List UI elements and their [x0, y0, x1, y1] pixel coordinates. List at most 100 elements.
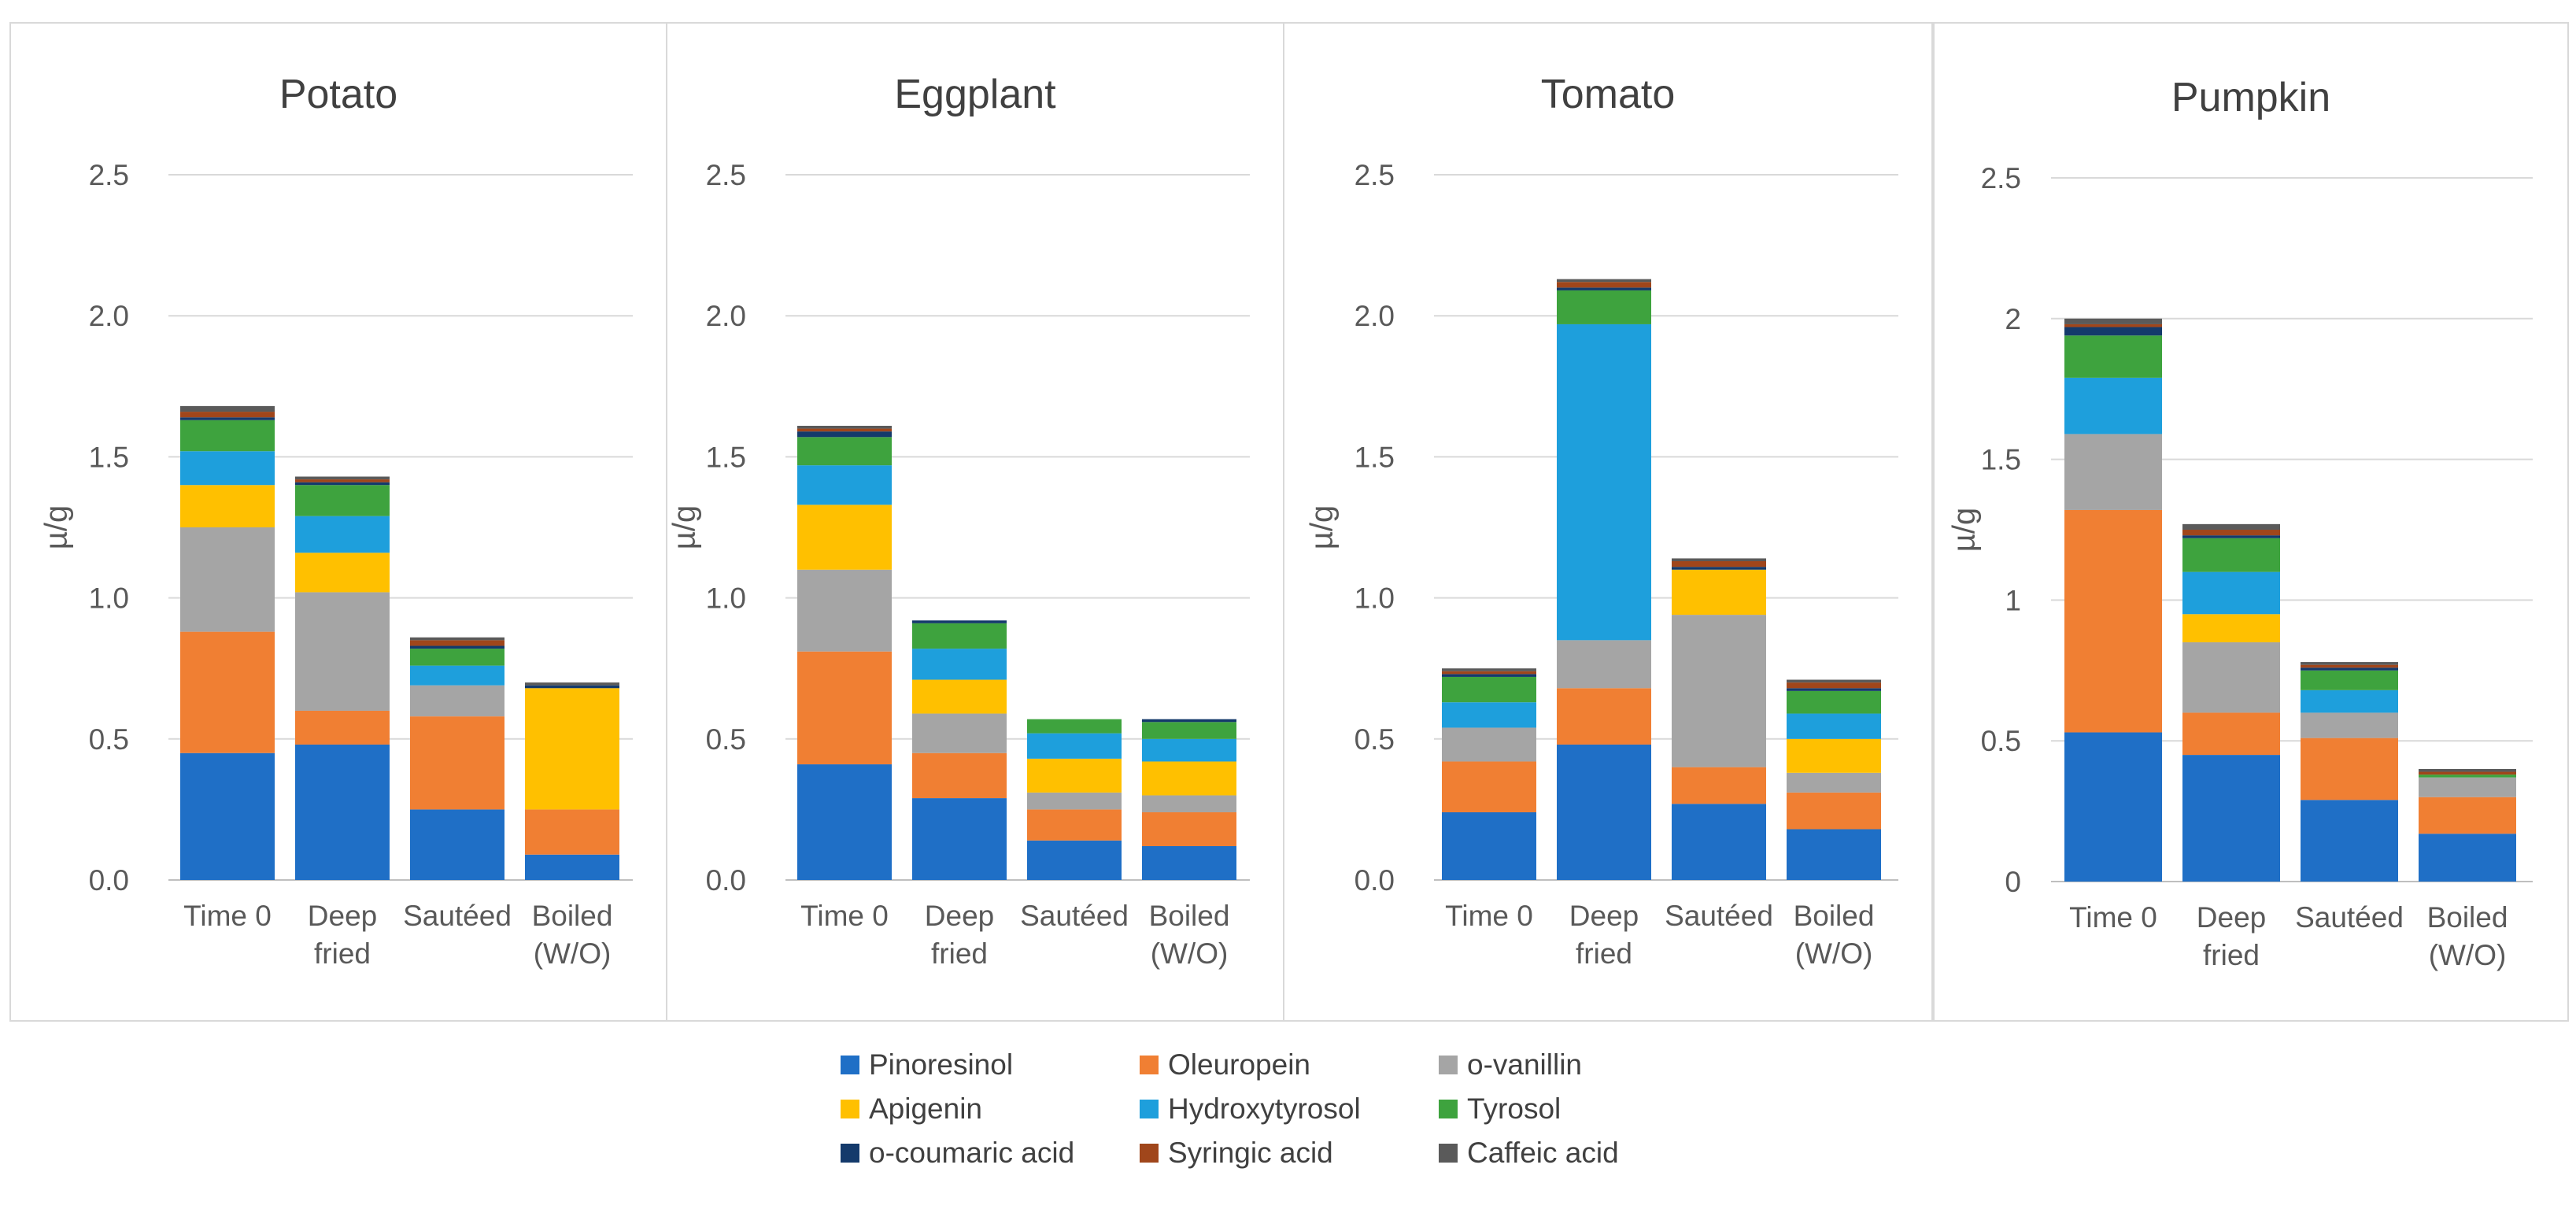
- x-tick-label: Sautéed: [1665, 900, 1773, 932]
- bar-segment-syringic-acid: [1672, 561, 1766, 568]
- x-tick-label: Time 0: [2069, 901, 2157, 934]
- bar-segment-caffeic-acid: [2064, 318, 2162, 324]
- y-tick-label: 0.5: [706, 723, 746, 756]
- bar-segment-o-vanillin: [1027, 792, 1122, 810]
- legend-swatch: [841, 1056, 859, 1074]
- y-tick-label: 1.5: [89, 441, 129, 473]
- bar-segment-syringic-acid: [2419, 771, 2516, 775]
- bar-segment-oleuropein: [1442, 761, 1536, 812]
- bar-segment-apigenin: [295, 553, 390, 593]
- legend-label: Hydroxytyrosol: [1168, 1093, 1361, 1125]
- panel-pumpkin: Pumpkin 0 0.5 1 1.5 2 2.5 µ/g Time 0 Deep fried Sa…: [1933, 22, 2569, 1022]
- bar-segment-tyrosol: [1027, 719, 1122, 734]
- bar-segment-oleuropein: [2182, 712, 2280, 756]
- bar-segment-tyrosol: [797, 437, 892, 466]
- bar-segment-tyrosol: [1557, 290, 1651, 324]
- bar-segment-syringic-acid: [1557, 282, 1651, 288]
- legend-swatch: [1140, 1144, 1159, 1163]
- y-tick-label: 1.5: [706, 441, 746, 473]
- x-tick-label: Boiled: [1149, 900, 1230, 932]
- bar-segment-caffeic-acid: [1787, 679, 1881, 683]
- bar-segment-o-coumaric-acid: [1142, 719, 1236, 723]
- bar-segment-pinoresinol: [410, 809, 504, 880]
- bar-segment-pinoresinol: [525, 854, 619, 880]
- bar-segment-pinoresinol: [1442, 812, 1536, 880]
- bar-segment-pinoresinol: [1557, 744, 1651, 880]
- bar-segment-o-coumaric-acid: [525, 685, 619, 689]
- bar-segment-apigenin: [1787, 738, 1881, 773]
- y-tick-label: 0: [2005, 866, 2021, 898]
- bar-segment-hydroxytyrosol: [2301, 690, 2398, 713]
- x-tick-label: Deep: [1569, 900, 1639, 932]
- y-tick-label: 1.0: [706, 582, 746, 615]
- x-tick-label: Time 0: [1445, 900, 1533, 932]
- bar-segment-tyrosol: [295, 485, 390, 516]
- x-tick-label: fried: [1576, 937, 1632, 970]
- bar-segment-o-vanillin: [1672, 615, 1766, 767]
- y-tick-label: 0.0: [89, 864, 129, 897]
- legend-label: Pinoresinol: [869, 1048, 1014, 1081]
- x-tick-label: Sautéed: [2295, 901, 2404, 934]
- y-tick-label: 2.5: [89, 159, 129, 191]
- bar-segment-apigenin: [797, 505, 892, 570]
- bar-segment-apigenin: [180, 485, 275, 527]
- bar-segment-tyrosol: [2419, 775, 2516, 778]
- y-tick-label: 2.5: [1981, 162, 2021, 194]
- bar-segment-o-vanillin: [912, 713, 1007, 753]
- legend-item: Pinoresinol: [841, 1045, 1013, 1085]
- bar-segment-hydroxytyrosol: [180, 451, 275, 486]
- bar-segment-o-coumaric-acid: [295, 482, 390, 486]
- x-tick-label: Boiled: [1794, 900, 1875, 932]
- bar-segment-tyrosol: [180, 420, 275, 452]
- bar-segment-pinoresinol: [797, 764, 892, 880]
- bar-segment-hydroxytyrosol: [2064, 377, 2162, 434]
- x-tick-label: Deep: [925, 900, 994, 932]
- bar-segment-caffeic-acid: [1557, 279, 1651, 283]
- bar-segment-caffeic-acid: [180, 405, 275, 412]
- legend-swatch: [1140, 1100, 1159, 1118]
- bar-segment-o-vanillin: [295, 592, 390, 711]
- bar-segment-apigenin: [1142, 761, 1236, 796]
- y-axis-label: µ/g: [39, 505, 74, 549]
- bar-segment-caffeic-acid: [2301, 662, 2398, 665]
- bar-segment-tyrosol: [2064, 335, 2162, 378]
- panel-tomato: Tomato 0.0 0.5 1.0 1.5 2.0 2.5 µ/g Time 0 Deep fr…: [1283, 22, 1933, 1022]
- bar-segment-caffeic-acid: [410, 637, 504, 641]
- x-tick-label: Sautéed: [1020, 900, 1129, 932]
- bar-segment-syringic-acid: [797, 428, 892, 432]
- legend-label: Tyrosol: [1467, 1093, 1561, 1125]
- bar-segment-apigenin: [2182, 614, 2280, 643]
- bar-segment-o-coumaric-acid: [2064, 327, 2162, 336]
- bar-segment-oleuropein: [1142, 812, 1236, 846]
- chart-plot-area: 0.0 0.5 1.0 1.5 2.0 2.5 µ/g Time 0 Deep fried Saut…: [1305, 159, 1898, 970]
- bar-segment-hydroxytyrosol: [1442, 702, 1536, 728]
- bar-segment-o-vanillin: [1442, 727, 1536, 762]
- bar-segment-syringic-acid: [295, 479, 390, 482]
- bar-segment-tyrosol: [2301, 670, 2398, 690]
- chart-title: Potato: [279, 72, 398, 117]
- bar-segment-o-vanillin: [410, 685, 504, 717]
- bar-segment-o-coumaric-acid: [2182, 535, 2280, 538]
- bar-segment-tyrosol: [1142, 722, 1236, 739]
- legend-item: Apigenin: [841, 1089, 982, 1129]
- x-tick-label: Deep: [308, 900, 377, 932]
- bar-segment-oleuropein: [1787, 792, 1881, 830]
- y-tick-label: 0.5: [89, 723, 129, 756]
- bar-segment-hydroxytyrosol: [797, 465, 892, 505]
- y-tick-label: 2.5: [1355, 159, 1395, 191]
- legend-item: o-vanillin: [1439, 1045, 1582, 1085]
- bar-segment-tyrosol: [1442, 676, 1536, 703]
- bar-segment-caffeic-acid: [2182, 523, 2280, 530]
- y-axis-label: µ/g: [1947, 508, 1982, 552]
- bar-segment-o-coumaric-acid: [1557, 287, 1651, 290]
- bar-segment-oleuropein: [797, 651, 892, 765]
- bar-segment-o-coumaric-acid: [2301, 667, 2398, 671]
- y-tick-label: 0.0: [1355, 864, 1395, 897]
- bar-segment-apigenin: [1027, 758, 1122, 793]
- bar-segment-syringic-acid: [2064, 324, 2162, 327]
- x-tick-label: (W/O): [534, 937, 612, 970]
- bar-segment-oleuropein: [410, 716, 504, 810]
- bar-segment-apigenin: [1672, 569, 1766, 616]
- bar-segment-pinoresinol: [1027, 840, 1122, 880]
- legend-swatch: [1140, 1056, 1159, 1074]
